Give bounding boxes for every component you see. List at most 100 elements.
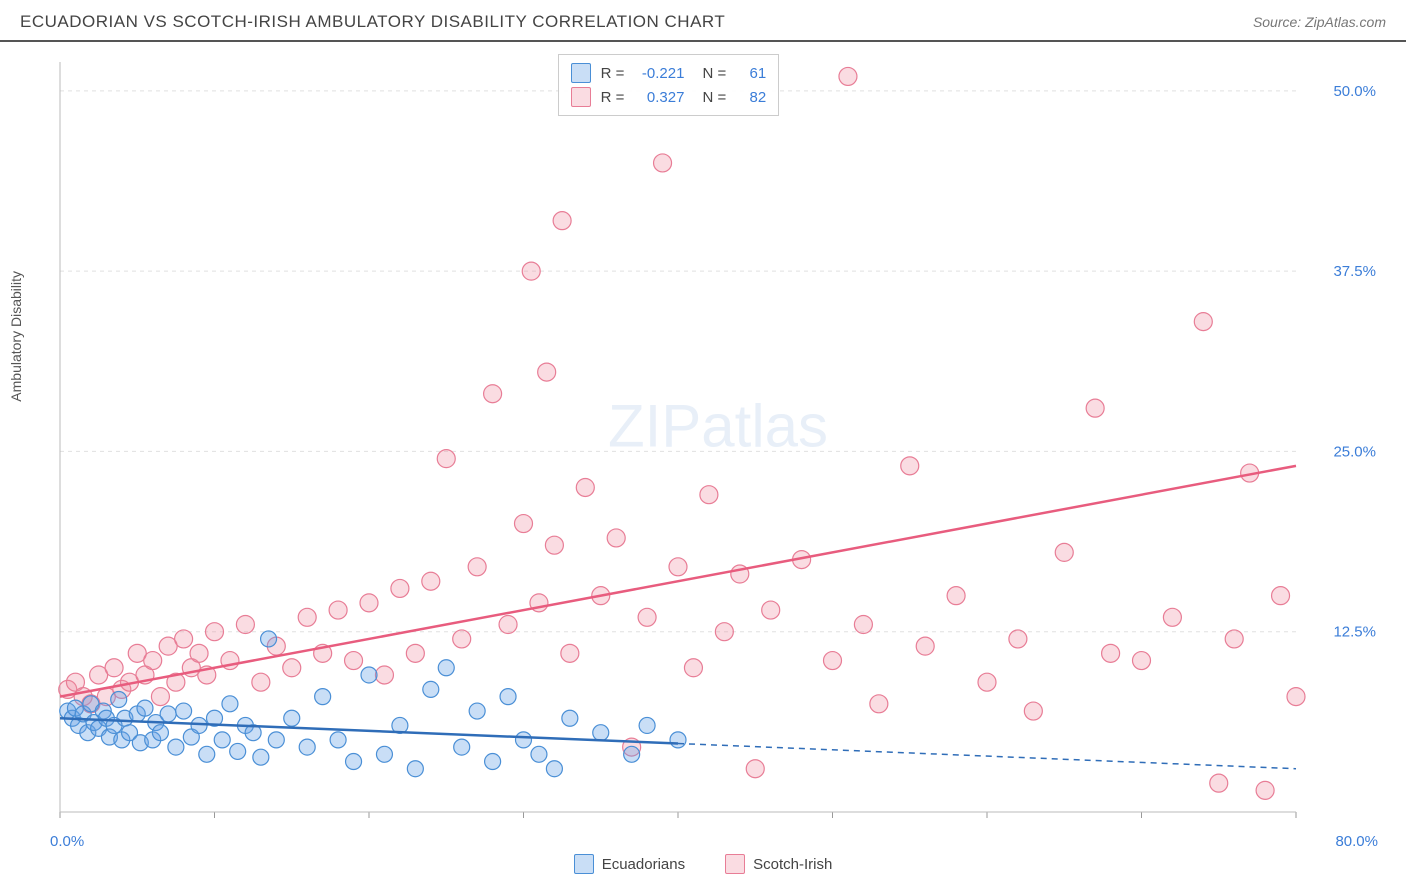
data-point [916,637,934,655]
data-point [190,644,208,662]
data-point [199,746,215,762]
data-point [346,754,362,770]
stats-row: R = -0.221 N = 61 [571,61,767,85]
data-point [284,710,300,726]
data-point [1133,652,1151,670]
y-tick-label: 25.0% [1333,443,1376,460]
data-point [684,659,702,677]
data-point [1272,587,1290,605]
data-point [499,616,517,634]
data-point [669,558,687,576]
data-point [1225,630,1243,648]
data-point [561,644,579,662]
data-point [545,536,563,554]
data-point [423,681,439,697]
data-point [516,732,532,748]
stat-n-value: 61 [736,65,766,82]
legend-item: Ecuadorians [574,854,685,874]
chart-source: Source: ZipAtlas.com [1253,14,1386,30]
data-point [329,601,347,619]
data-point [391,579,409,597]
data-point [283,659,301,677]
data-point [654,154,672,172]
data-point [361,667,377,683]
data-point [236,616,254,634]
data-point [453,630,471,648]
data-point [854,616,872,634]
data-point [515,515,533,533]
data-point [152,725,168,741]
data-point [762,601,780,619]
data-point [1194,313,1212,331]
data-point [206,623,224,641]
data-point [360,594,378,612]
x-axis-max-label: 80.0% [1335,833,1378,850]
data-point [191,717,207,733]
data-point [546,761,562,777]
data-point [500,689,516,705]
stat-r-value: 0.327 [634,89,684,106]
data-point [522,262,540,280]
data-point [105,659,123,677]
data-point [1024,702,1042,720]
stats-legend-box: R = -0.221 N = 61 R = 0.327 N = 82 [558,54,780,116]
data-point [376,746,392,762]
data-point [700,486,718,504]
data-point [111,692,127,708]
data-point [268,732,284,748]
data-point [624,746,640,762]
footer-legend: Ecuadorians Scotch-Irish [0,854,1406,874]
chart-title: ECUADORIAN VS SCOTCH-IRISH AMBULATORY DI… [20,12,725,32]
data-point [345,652,363,670]
data-point [1163,608,1181,626]
data-point [639,717,655,733]
data-point [214,732,230,748]
data-point [469,703,485,719]
data-point [315,689,331,705]
data-point [438,660,454,676]
data-point [252,673,270,691]
data-point [576,478,594,496]
data-point [168,739,184,755]
y-tick-label: 12.5% [1333,624,1376,641]
y-tick-label: 37.5% [1333,263,1376,280]
stats-swatch [571,63,591,83]
data-point [261,631,277,647]
stat-n-value: 82 [736,89,766,106]
data-point [1009,630,1027,648]
data-point [151,688,169,706]
data-point [406,644,424,662]
stat-n-label: N = [702,65,726,82]
data-point [484,385,502,403]
data-point [422,572,440,590]
data-point [176,703,192,719]
data-point [485,754,501,770]
stat-r-label: R = [601,65,625,82]
data-point [1256,781,1274,799]
data-point [454,739,470,755]
data-point [230,743,246,759]
trend-line-extension [678,743,1296,768]
data-point [468,558,486,576]
chart-header: ECUADORIAN VS SCOTCH-IRISH AMBULATORY DI… [0,0,1406,42]
data-point [1287,688,1305,706]
data-point [144,652,162,670]
data-point [947,587,965,605]
legend-item: Scotch-Irish [725,854,832,874]
data-point [137,700,153,716]
data-point [607,529,625,547]
data-point [538,363,556,381]
data-point [901,457,919,475]
data-point [978,673,996,691]
x-axis-origin-label: 0.0% [50,833,84,850]
data-point [593,725,609,741]
data-point [1055,543,1073,561]
data-point [531,746,547,762]
legend-label: Ecuadorians [602,856,685,873]
data-point [1102,644,1120,662]
data-point [298,608,316,626]
stat-n-label: N = [702,89,726,106]
chart-area: 12.5%25.0%37.5%50.0% ZIPatlas R = -0.221… [50,52,1386,832]
stats-swatch [571,87,591,107]
data-point [222,696,238,712]
